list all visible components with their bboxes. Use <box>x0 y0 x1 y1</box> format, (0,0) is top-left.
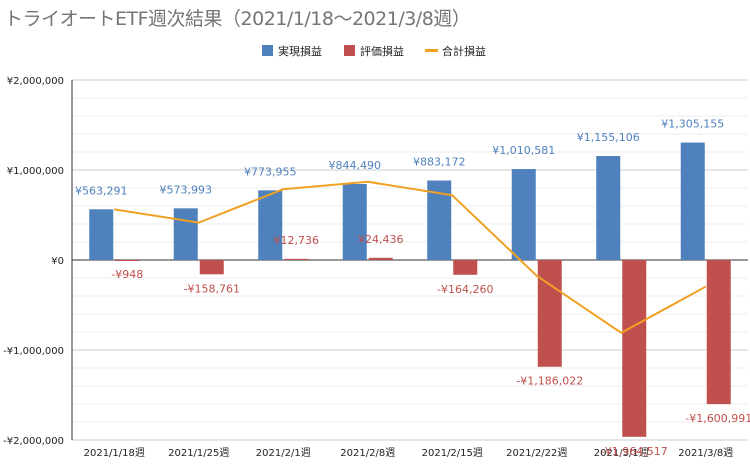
data-labels: ¥563,291 -¥948 ¥573,993 -¥158,761 ¥773,955 ¥1… <box>75 118 750 458</box>
data-label-realized: ¥844,490 <box>329 159 382 172</box>
bar-realized <box>342 183 367 260</box>
bar-unrealized <box>284 258 309 260</box>
data-label-unrealized: -¥1,600,991 <box>685 412 750 425</box>
bar-realized <box>89 209 114 260</box>
data-label-unrealized: ¥24,436 <box>358 233 404 246</box>
data-label-realized: ¥573,993 <box>160 183 213 196</box>
bar-realized <box>258 190 283 260</box>
x-tick-label: 2021/2/1週 <box>256 447 311 459</box>
chart-title: トライオートETF週次結果（2021/1/18～2021/3/8週） <box>4 8 471 30</box>
legend-swatch <box>262 45 273 56</box>
y-tick-label: ¥2,000,000 <box>7 76 64 87</box>
data-label-unrealized: -¥164,260 <box>437 283 493 296</box>
total-line <box>114 180 707 334</box>
data-label-realized: ¥563,291 <box>75 184 128 197</box>
x-tick-label: 2021/3/8週 <box>678 447 733 459</box>
data-label-realized: ¥773,955 <box>244 165 297 178</box>
bar-unrealized <box>453 260 478 275</box>
bars <box>89 142 731 437</box>
data-label-realized: ¥1,305,155 <box>661 118 724 131</box>
data-label-realized: ¥1,155,106 <box>577 131 640 144</box>
bar-realized <box>173 208 198 260</box>
data-label-unrealized: -¥158,761 <box>184 282 240 295</box>
legend-label: 合計損益 <box>442 44 486 58</box>
x-tick-label: 2021/1/25週 <box>168 447 229 459</box>
line-total <box>114 180 707 334</box>
x-tick-label: 2021/2/22週 <box>506 447 567 459</box>
legend-label: 評価損益 <box>360 44 404 58</box>
x-tick-label: 2021/1/18週 <box>84 447 145 459</box>
data-label-unrealized: -¥1,964,517 <box>601 445 668 458</box>
y-tick-label: ¥0 <box>51 256 64 267</box>
x-tick-label: 2021/2/15週 <box>422 447 483 459</box>
data-label-unrealized: -¥1,186,022 <box>516 375 583 388</box>
data-label-unrealized: ¥12,736 <box>274 234 320 247</box>
y-tick-label: -¥2,000,000 <box>3 436 64 447</box>
bar-realized <box>511 169 536 260</box>
bar-unrealized <box>199 260 224 275</box>
bar-unrealized <box>706 260 731 405</box>
bar-unrealized <box>368 257 393 260</box>
x-tick-label: 2021/2/8週 <box>340 447 395 459</box>
y-tick-label: -¥1,000,000 <box>3 346 64 357</box>
data-label-realized: ¥883,172 <box>413 156 466 169</box>
y-tick-label: ¥1,000,000 <box>7 166 64 177</box>
data-label-realized: ¥1,010,581 <box>492 144 555 157</box>
bar-unrealized <box>115 260 140 261</box>
bar-unrealized <box>537 260 562 367</box>
x-tick-label: 2021/3/1週 <box>594 447 649 459</box>
bar-realized <box>680 142 705 260</box>
legend-swatch <box>344 45 355 56</box>
data-label-unrealized: -¥948 <box>111 268 143 281</box>
bar-realized <box>596 156 621 260</box>
bar-unrealized <box>622 260 647 437</box>
legend: 実現損益 評価損益 合計損益 <box>262 44 486 58</box>
legend-label: 実現損益 <box>278 44 322 58</box>
